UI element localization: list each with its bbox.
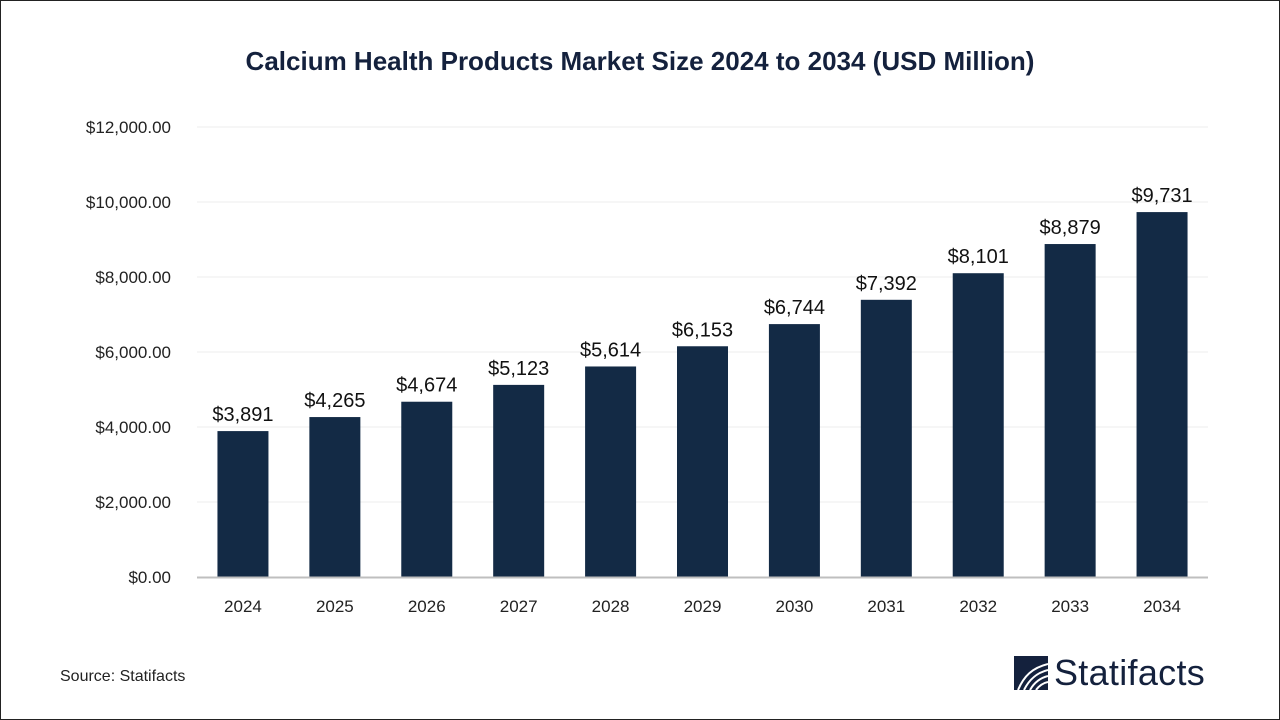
- bar: [309, 417, 361, 577]
- data-label: $7,392: [856, 273, 917, 295]
- source-note: Source: Statifacts: [60, 668, 186, 685]
- bar: [768, 324, 820, 577]
- x-tick-label: 2024: [224, 597, 262, 616]
- x-tick-label: 2029: [684, 597, 722, 616]
- x-tick-label: 2032: [959, 597, 997, 616]
- y-tick-label: $8,000.00: [95, 268, 171, 287]
- bar: [860, 299, 912, 577]
- data-label: $5,614: [580, 339, 641, 361]
- bar: [585, 366, 637, 577]
- bar: [1044, 244, 1096, 577]
- data-label: $4,265: [304, 390, 365, 412]
- x-tick-label: 2028: [592, 597, 630, 616]
- data-label: $9,731: [1131, 185, 1192, 207]
- y-tick-label: $2,000.00: [95, 493, 171, 512]
- data-label: $4,674: [396, 375, 457, 397]
- x-tick-label: 2033: [1051, 597, 1089, 616]
- bar: [493, 384, 545, 577]
- x-tick-label: 2030: [775, 597, 813, 616]
- bar: [952, 273, 1004, 577]
- y-tick-label: $6,000.00: [95, 343, 171, 362]
- data-label: $6,744: [764, 297, 825, 319]
- chart-title: Calcium Health Products Market Size 2024…: [245, 46, 1035, 76]
- statifacts-logo-icon: [1014, 656, 1048, 690]
- data-label: $3,891: [212, 404, 273, 426]
- x-tick-label: 2034: [1143, 597, 1181, 616]
- y-tick-label: $4,000.00: [95, 418, 171, 437]
- statifacts-logo-text: Statifacts: [1054, 652, 1206, 693]
- y-tick-label: $0.00: [128, 568, 171, 587]
- bar: [1136, 212, 1188, 577]
- data-label: $5,123: [488, 358, 549, 380]
- data-label: $8,879: [1040, 217, 1101, 239]
- x-tick-label: 2027: [500, 597, 538, 616]
- data-label: $6,153: [672, 319, 733, 341]
- bar: [401, 401, 453, 577]
- x-tick-label: 2031: [867, 597, 905, 616]
- statifacts-logo: Statifacts: [1014, 652, 1205, 694]
- x-tick-label: 2025: [316, 597, 354, 616]
- y-tick-label: $12,000.00: [86, 118, 171, 137]
- x-tick-label: 2026: [408, 597, 446, 616]
- data-label: $8,101: [948, 246, 1009, 268]
- bar: [677, 346, 728, 577]
- bar: [217, 431, 269, 577]
- y-tick-label: $10,000.00: [86, 193, 171, 212]
